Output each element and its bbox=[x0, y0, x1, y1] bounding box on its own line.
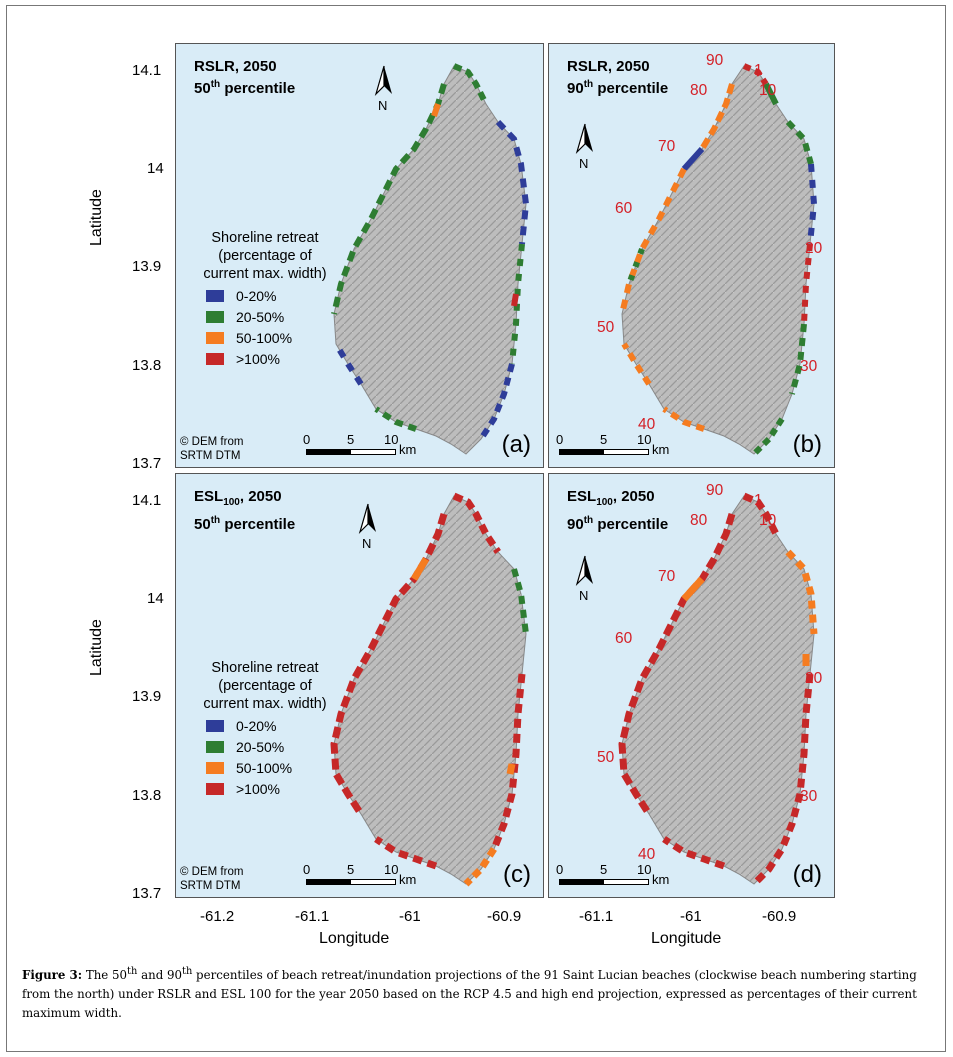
x-tick: -61.1 bbox=[579, 908, 614, 925]
y-tick: 13.9 bbox=[132, 258, 162, 275]
panel-title: ESL100, 2050 90th percentile bbox=[567, 488, 669, 533]
map-panel-d: ESL100, 2050 90th percentile N 90 1 80 1… bbox=[548, 473, 835, 898]
y-tick: 14 bbox=[147, 590, 164, 607]
panel-label: (d) bbox=[792, 861, 822, 888]
beach-number: 50 bbox=[597, 319, 615, 336]
panel-title: RSLR, 2050 90th percentile bbox=[567, 58, 669, 97]
island-map bbox=[330, 492, 529, 887]
y-tick: 14.1 bbox=[132, 492, 162, 509]
island-map bbox=[619, 63, 818, 457]
x-axis-label-right: Longitude bbox=[651, 930, 722, 947]
panel-title: ESL100, 2050 50th percentile bbox=[194, 488, 296, 533]
beach-number: 90 bbox=[706, 482, 724, 499]
y-tick: 13.8 bbox=[132, 787, 162, 804]
north-arrow-icon: N bbox=[573, 122, 597, 174]
y-tick: 14 bbox=[147, 160, 164, 177]
scale-bar: 0 5 10 km bbox=[556, 432, 670, 457]
panel-label: (c) bbox=[503, 861, 531, 888]
beach-number: 90 bbox=[706, 52, 724, 69]
map-panel-c: ESL100, 2050 50th percentile N Shoreline… bbox=[175, 473, 544, 898]
y-axis-label-top: Latitude bbox=[88, 189, 105, 246]
scale-bar: 0 5 10 km bbox=[303, 432, 417, 457]
island-map bbox=[618, 492, 818, 887]
north-arrow-icon: N bbox=[356, 502, 380, 554]
x-axis-label-left: Longitude bbox=[319, 930, 390, 947]
y-axis-label-bottom: Latitude bbox=[88, 619, 105, 676]
beach-number: 30 bbox=[800, 788, 818, 805]
x-tick: -60.9 bbox=[762, 908, 797, 925]
panel-label: (a) bbox=[501, 431, 531, 458]
beach-number: 1 bbox=[754, 62, 763, 79]
figure-caption: Figure 3: The 50th and 90th percentiles … bbox=[22, 966, 917, 1020]
scale-bar: 0 5 10 km bbox=[556, 862, 670, 887]
beach-number: 70 bbox=[658, 568, 676, 585]
dem-credit: © DEM from SRTM DTM bbox=[180, 436, 244, 462]
beach-number: 60 bbox=[615, 630, 633, 647]
beach-number: 30 bbox=[800, 358, 818, 375]
legend: Shoreline retreat (percentage of current m… bbox=[190, 229, 340, 367]
panel-title: RSLR, 2050 50th percentile bbox=[194, 58, 296, 97]
dem-credit: © DEM from SRTM DTM bbox=[180, 866, 244, 892]
legend-item: 50-100% bbox=[206, 760, 340, 776]
panel-label: (b) bbox=[792, 431, 822, 458]
beach-number: 40 bbox=[638, 846, 656, 863]
legend-item: 20-50% bbox=[206, 739, 340, 755]
y-tick: 14.1 bbox=[132, 62, 162, 79]
map-panel-b: RSLR, 2050 90th percentile N 90 1 80 10 … bbox=[548, 43, 835, 468]
beach-number: 1 bbox=[754, 492, 763, 509]
legend-item: 0-20% bbox=[206, 718, 340, 734]
beach-number: 10 bbox=[759, 82, 777, 99]
y-tick: 13.7 bbox=[132, 455, 162, 472]
beach-number: 60 bbox=[615, 200, 633, 217]
legend: Shoreline retreat (percentage of current m… bbox=[190, 659, 340, 797]
beach-number: 20 bbox=[805, 240, 823, 257]
beach-number: 20 bbox=[805, 670, 823, 687]
island-map bbox=[331, 63, 530, 455]
beach-number: 70 bbox=[658, 138, 676, 155]
x-tick: -61 bbox=[680, 908, 702, 925]
x-tick: -61.2 bbox=[200, 908, 235, 925]
y-tick: 13.8 bbox=[132, 357, 162, 374]
legend-item: 0-20% bbox=[206, 288, 340, 304]
beach-number: 80 bbox=[690, 512, 708, 529]
y-tick: 13.9 bbox=[132, 688, 162, 705]
scale-bar: 0 5 10 km bbox=[303, 862, 417, 887]
x-tick: -61.1 bbox=[295, 908, 330, 925]
north-arrow-icon: N bbox=[573, 554, 597, 606]
beach-number: 10 bbox=[759, 512, 777, 529]
island-shape bbox=[621, 65, 815, 455]
x-tick: -60.9 bbox=[487, 908, 522, 925]
map-panel-a: RSLR, 2050 50th percentile N Shoreline r… bbox=[175, 43, 544, 468]
figure-frame bbox=[6, 5, 946, 1052]
y-tick: 13.7 bbox=[132, 885, 162, 902]
legend-item: >100% bbox=[206, 351, 340, 367]
legend-item: 50-100% bbox=[206, 330, 340, 346]
legend-item: >100% bbox=[206, 781, 340, 797]
legend-item: 20-50% bbox=[206, 309, 340, 325]
beach-number: 40 bbox=[638, 416, 656, 433]
beach-number: 50 bbox=[597, 749, 615, 766]
x-tick: -61 bbox=[399, 908, 421, 925]
beach-number: 80 bbox=[690, 82, 708, 99]
north-arrow-icon: N bbox=[372, 64, 396, 116]
